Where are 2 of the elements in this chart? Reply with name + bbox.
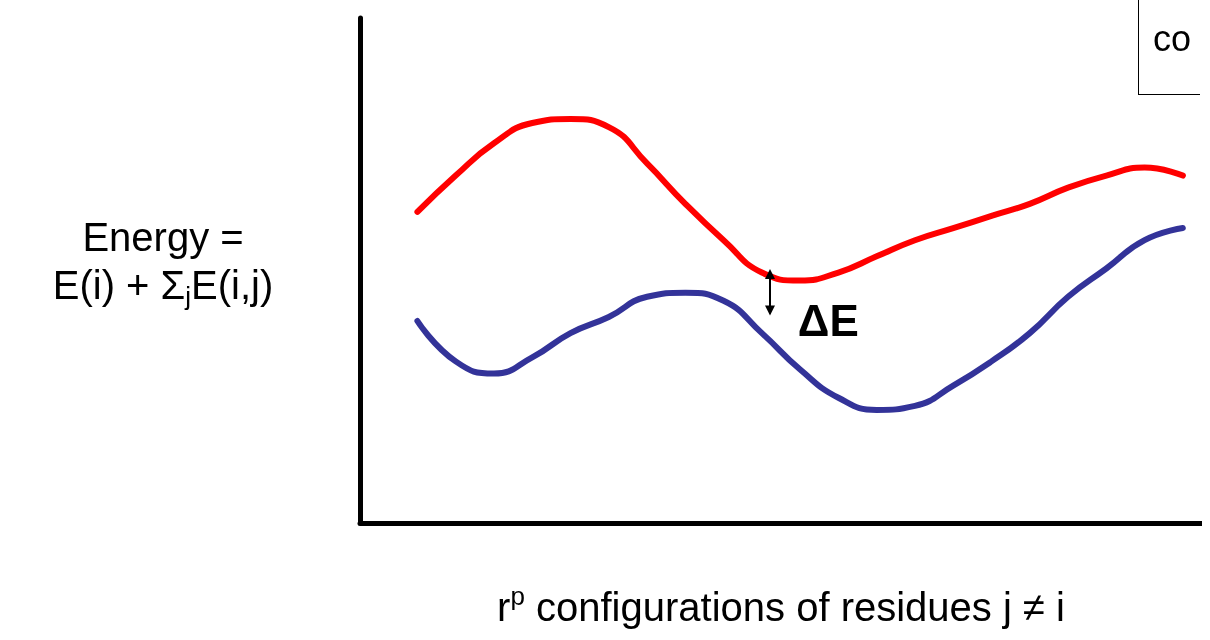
annotation: ΔE	[797, 296, 859, 347]
text: co	[1138, 0, 1200, 95]
